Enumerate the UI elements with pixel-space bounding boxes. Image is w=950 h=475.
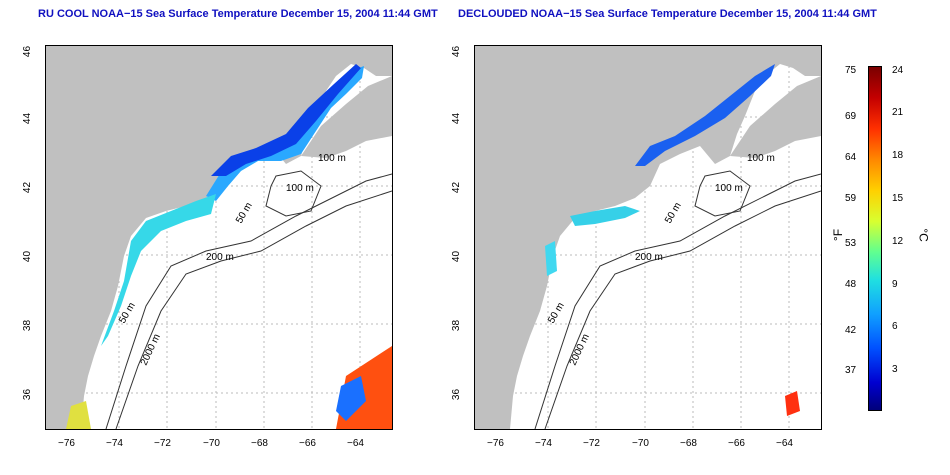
left-contours — [105, 170, 392, 429]
fahrenheit-unit-label: °F — [831, 228, 846, 242]
colorbar-c-label: 21 — [892, 107, 904, 118]
right-contour-label-2: 100 m — [715, 183, 743, 194]
right-lat-tick: 38 — [451, 319, 463, 332]
colorbar-c-label: 6 — [892, 321, 898, 332]
left-sst-map: 100 m 100 m 50 m 200 m 50 m 2000 m — [45, 45, 393, 430]
right-lat-tick: 44 — [451, 112, 463, 125]
right-sst-north-band — [635, 64, 775, 166]
left-contour-label-3: 50 m — [234, 201, 255, 226]
left-sst-cyan-band — [101, 194, 216, 346]
right-sst-coast-patch — [545, 241, 557, 276]
colorbar-f-label: 48 — [845, 279, 857, 290]
left-lon-tick: −70 — [203, 438, 220, 449]
left-lon-tick: −68 — [251, 438, 268, 449]
left-nova-scotia — [301, 76, 392, 158]
right-lon-tick: −74 — [535, 438, 552, 449]
left-sst-bay — [66, 401, 91, 429]
right-lat-tick: 36 — [451, 388, 463, 401]
right-contour-label-1: 100 m — [747, 153, 775, 164]
right-lat-tick: 42 — [451, 181, 463, 194]
left-contour-label-2: 100 m — [286, 183, 314, 194]
temperature-colorbar — [868, 66, 882, 411]
right-map-svg: 100 m 100 m 50 m 200 m 50 m 2000 m — [475, 46, 821, 429]
left-lon-tick: −76 — [58, 438, 75, 449]
right-lon-tick: −68 — [680, 438, 697, 449]
left-lon-tick: −64 — [347, 438, 364, 449]
left-lon-tick: −66 — [299, 438, 316, 449]
left-contour-label-1: 100 m — [318, 153, 346, 164]
colorbar-c-label: 24 — [892, 65, 904, 76]
colorbar-c-label: 9 — [892, 279, 898, 290]
right-sst-south-warm — [785, 391, 800, 416]
colorbar-f-label: 59 — [845, 193, 857, 204]
right-map-title: DECLOUDED NOAA−15 Sea Surface Temperatur… — [458, 8, 877, 20]
left-map-svg: 100 m 100 m 50 m 200 m 50 m 2000 m — [46, 46, 392, 429]
right-nova-scotia — [730, 76, 821, 158]
colorbar-c-label: 12 — [892, 236, 904, 247]
right-lat-tick: 46 — [451, 45, 463, 58]
colorbar-f-label: 42 — [845, 325, 857, 336]
left-lat-tick: 44 — [22, 112, 34, 125]
right-lat-tick: 40 — [451, 250, 463, 263]
left-contour-label-6: 2000 m — [139, 332, 163, 367]
colorbar-f-label: 75 — [845, 65, 857, 76]
right-lon-tick: −64 — [776, 438, 793, 449]
left-lat-tick: 46 — [22, 45, 34, 58]
celsius-unit-label: °C — [916, 228, 931, 242]
left-sst-south-cool — [336, 376, 366, 421]
colorbar-f-label: 53 — [845, 238, 857, 249]
left-land — [46, 46, 392, 429]
right-contour-label-3: 50 m — [663, 201, 684, 226]
left-lon-tick: −72 — [154, 438, 171, 449]
right-contour-label-6: 2000 m — [568, 332, 592, 367]
right-contour-label-4: 200 m — [635, 252, 663, 263]
right-lon-tick: −72 — [583, 438, 600, 449]
right-contours — [534, 170, 821, 429]
left-lat-tick: 38 — [22, 319, 34, 332]
colorbar-f-label: 64 — [845, 152, 857, 163]
left-lat-tick: 42 — [22, 181, 34, 194]
left-lat-tick: 40 — [22, 250, 34, 263]
colorbar-c-label: 18 — [892, 150, 904, 161]
right-sst-map: 100 m 100 m 50 m 200 m 50 m 2000 m — [474, 45, 822, 430]
right-land — [475, 46, 821, 429]
right-lon-tick: −76 — [487, 438, 504, 449]
left-contour-label-4: 200 m — [206, 252, 234, 263]
colorbar-c-label: 3 — [892, 364, 898, 375]
colorbar-f-label: 37 — [845, 365, 857, 376]
left-lat-tick: 36 — [22, 388, 34, 401]
left-lon-tick: −74 — [106, 438, 123, 449]
right-lon-tick: −66 — [728, 438, 745, 449]
colorbar-c-label: 15 — [892, 193, 904, 204]
colorbar-f-label: 69 — [845, 111, 857, 122]
right-contour-label-5: 50 m — [546, 301, 567, 326]
left-sst-deep-band — [211, 64, 361, 176]
left-map-title: RU COOL NOAA−15 Sea Surface Temperature … — [38, 8, 438, 20]
right-lon-tick: −70 — [632, 438, 649, 449]
right-sst-mid-band — [570, 206, 640, 226]
